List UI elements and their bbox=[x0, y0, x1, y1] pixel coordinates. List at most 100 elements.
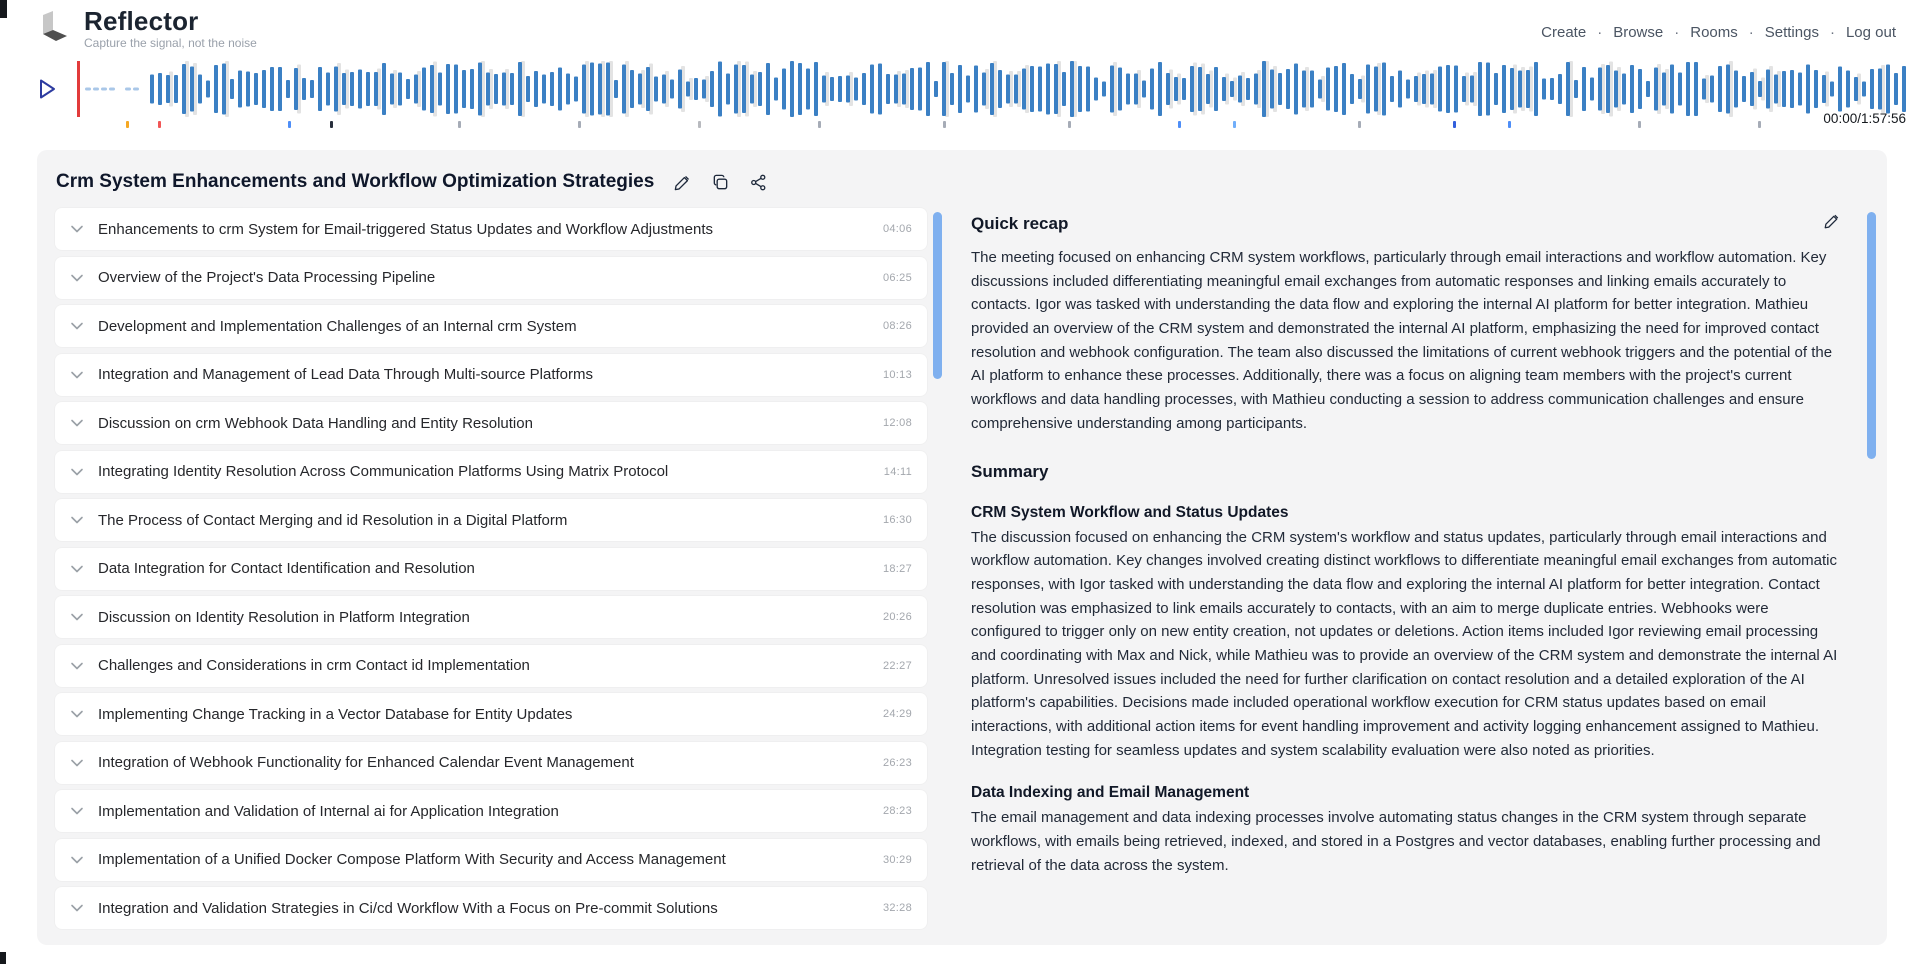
waveform[interactable]: 00:00/1:57:56 bbox=[77, 61, 1908, 126]
chevron-down-icon[interactable] bbox=[70, 224, 84, 234]
edit-summary-button[interactable] bbox=[1823, 212, 1841, 230]
app-tagline: Capture the signal, not the noise bbox=[84, 36, 257, 50]
topic-row[interactable]: Development and Implementation Challenge… bbox=[55, 305, 927, 347]
chevron-down-icon[interactable] bbox=[70, 273, 84, 283]
chevron-down-icon[interactable] bbox=[70, 806, 84, 816]
summary-panel-scrollbar-thumb[interactable] bbox=[1867, 212, 1876, 459]
play-icon bbox=[40, 79, 55, 99]
topic-title: Enhancements to crm System for Email-tri… bbox=[98, 220, 713, 238]
topic-list: Enhancements to crm System for Email-tri… bbox=[55, 208, 927, 936]
timeline-marker bbox=[458, 121, 461, 128]
topic-row[interactable]: Integration and Management of Lead Data … bbox=[55, 353, 927, 396]
nav-separator: · bbox=[1597, 24, 1603, 41]
summary-section: Data Indexing and Email Management The e… bbox=[971, 784, 1841, 877]
chevron-down-icon[interactable] bbox=[70, 758, 84, 768]
topic-timestamp: 06:25 bbox=[882, 271, 912, 284]
chevron-down-icon[interactable] bbox=[70, 564, 84, 574]
playhead-cursor[interactable] bbox=[77, 61, 80, 117]
play-button[interactable] bbox=[38, 78, 57, 100]
topic-timestamp: 10:13 bbox=[882, 368, 912, 381]
pencil-icon bbox=[1824, 214, 1839, 229]
edit-title-button[interactable] bbox=[673, 173, 692, 192]
nav-link[interactable]: Log out bbox=[1845, 24, 1896, 41]
timeline-marker bbox=[1068, 121, 1071, 128]
topic-row[interactable]: Challenges and Considerations in crm Con… bbox=[55, 644, 927, 687]
topic-title: Overview of the Project's Data Processin… bbox=[98, 269, 436, 286]
topic-timestamp: 30:29 bbox=[882, 853, 912, 866]
topic-row[interactable]: Integration of Webhook Functionality for… bbox=[55, 741, 927, 784]
timeline-marker bbox=[818, 121, 821, 128]
topic-title: Implementing Change Tracking in a Vector… bbox=[98, 705, 573, 723]
chevron-down-icon[interactable] bbox=[70, 612, 84, 622]
chevron-down-icon[interactable] bbox=[70, 709, 84, 719]
chevron-down-icon[interactable] bbox=[70, 515, 84, 525]
recording-title: Crm System Enhancements and Workflow Opt… bbox=[56, 171, 655, 192]
timeline-marker bbox=[288, 121, 291, 128]
topic-row[interactable]: Implementing Change Tracking in a Vector… bbox=[55, 693, 927, 735]
timeline-marker-strip bbox=[38, 118, 1886, 134]
waveform-bars bbox=[85, 61, 1908, 117]
topic-row[interactable]: Discussion on Identity Resolution in Pla… bbox=[55, 596, 927, 638]
summary-sections: CRM System Workflow and Status Updates T… bbox=[971, 504, 1841, 878]
topic-timestamp: 12:08 bbox=[882, 417, 912, 429]
topic-timestamp: 04:06 bbox=[882, 223, 912, 235]
topic-timestamp: 22:27 bbox=[882, 659, 912, 672]
topic-timestamp: 18:27 bbox=[882, 562, 912, 575]
topic-timestamp: 08:26 bbox=[882, 320, 912, 332]
audio-player: 00:00/1:57:56 bbox=[0, 58, 1924, 126]
summary-panel: Quick recap The meeting focused on enhan… bbox=[943, 208, 1867, 877]
chevron-down-icon[interactable] bbox=[70, 370, 84, 380]
timeline-marker bbox=[1758, 121, 1761, 128]
topic-row[interactable]: Implementation of a Unified Docker Compo… bbox=[55, 838, 927, 881]
section-heading: Data Indexing and Email Management bbox=[971, 784, 1250, 802]
summary-panel-scrollbar bbox=[1867, 208, 1877, 936]
timeline-marker bbox=[1638, 121, 1641, 128]
topic-row[interactable]: Enhancements to crm System for Email-tri… bbox=[55, 208, 927, 250]
timeline-marker bbox=[1178, 121, 1181, 128]
copy-icon bbox=[713, 174, 728, 189]
topic-title: The Process of Contact Merging and id Re… bbox=[98, 511, 568, 529]
share-button[interactable] bbox=[749, 173, 768, 192]
nav-item: Create · bbox=[1541, 24, 1613, 41]
topic-timestamp: 14:11 bbox=[883, 465, 912, 478]
topic-title: Implementation of a Unified Docker Compo… bbox=[98, 851, 726, 868]
topic-title: Integration and Validation Strategies in… bbox=[98, 899, 718, 917]
recording-card: Crm System Enhancements and Workflow Opt… bbox=[37, 150, 1887, 945]
nav-separator: · bbox=[1829, 24, 1835, 41]
nav-item: Rooms · bbox=[1690, 24, 1765, 41]
chevron-down-icon[interactable] bbox=[70, 418, 84, 428]
quick-recap-text: The meeting focused on enhancing CRM sys… bbox=[971, 249, 1833, 432]
chevron-down-icon[interactable] bbox=[70, 321, 84, 331]
share-icon bbox=[751, 174, 766, 190]
nav-item: Browse · bbox=[1613, 24, 1690, 41]
nav-link[interactable]: Rooms bbox=[1690, 24, 1738, 41]
nav-link[interactable]: Browse bbox=[1613, 24, 1664, 41]
topic-row[interactable]: Implementation and Validation of Interna… bbox=[55, 790, 927, 832]
topic-list-scrollbar bbox=[933, 208, 943, 936]
topic-row[interactable]: Integration and Validation Strategies in… bbox=[55, 887, 927, 929]
chevron-down-icon[interactable] bbox=[70, 855, 84, 865]
summary-heading: Summary bbox=[971, 461, 1049, 481]
nav-link[interactable]: Settings bbox=[1764, 24, 1819, 41]
topic-row[interactable]: Overview of the Project's Data Processin… bbox=[55, 256, 927, 299]
topic-row[interactable]: Discussion on crm Webhook Data Handling … bbox=[55, 402, 927, 444]
screen-artifact-top bbox=[0, 0, 7, 18]
topic-title: Discussion on crm Webhook Data Handling … bbox=[98, 414, 533, 432]
pencil-icon bbox=[674, 175, 690, 190]
topic-row[interactable]: The Process of Contact Merging and id Re… bbox=[55, 499, 927, 541]
topic-title: Challenges and Considerations in crm Con… bbox=[98, 657, 530, 674]
section-heading: CRM System Workflow and Status Updates bbox=[971, 503, 1289, 521]
nav-link[interactable]: Create bbox=[1541, 24, 1587, 41]
chevron-down-icon[interactable] bbox=[70, 903, 84, 913]
chevron-down-icon[interactable] bbox=[70, 661, 84, 671]
topic-row[interactable]: Integrating Identity Resolution Across C… bbox=[55, 450, 927, 493]
topic-list-scrollbar-thumb[interactable] bbox=[933, 212, 942, 379]
card-columns: Enhancements to crm System for Email-tri… bbox=[37, 206, 1887, 936]
chevron-down-icon[interactable] bbox=[70, 467, 84, 477]
topic-timestamp: 16:30 bbox=[882, 514, 912, 526]
quick-recap-heading: Quick recap bbox=[971, 214, 1069, 233]
topic-title: Discussion on Identity Resolution in Pla… bbox=[98, 608, 470, 626]
topic-timestamp: 32:28 bbox=[882, 902, 912, 914]
topic-row[interactable]: Data Integration for Contact Identificat… bbox=[55, 547, 927, 590]
copy-button[interactable] bbox=[711, 173, 730, 192]
